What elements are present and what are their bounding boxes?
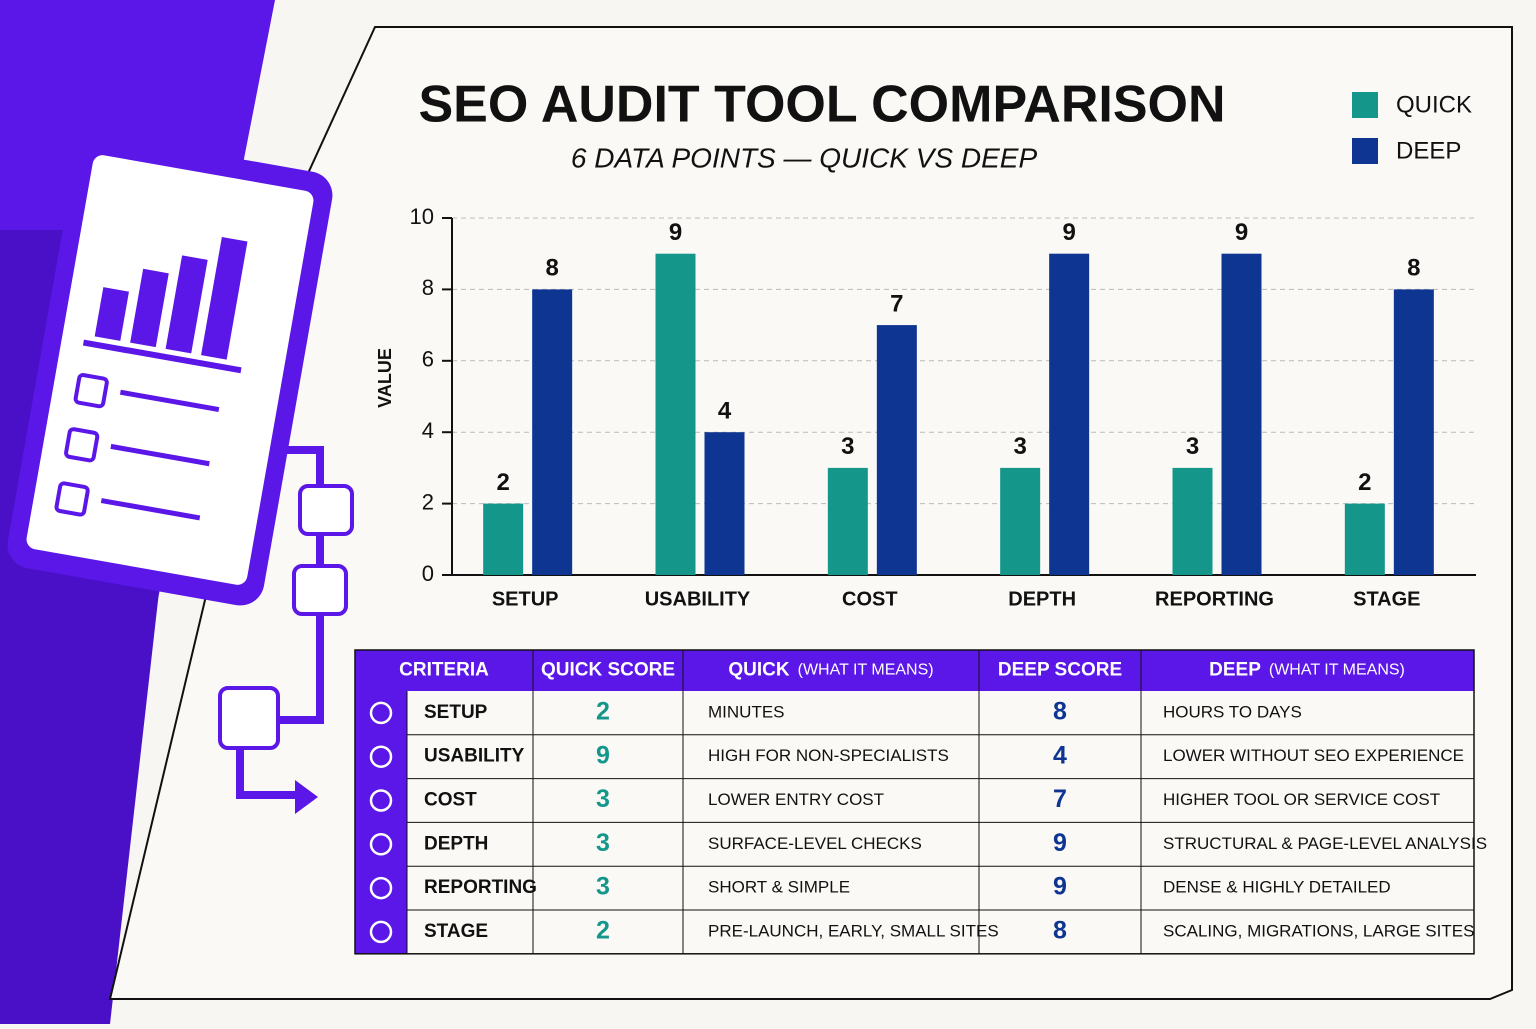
quick-meaning-cell: SURFACE-LEVEL CHECKS	[708, 834, 922, 853]
row-icon	[369, 833, 393, 856]
bar	[1344, 503, 1385, 575]
quick-meaning-cell: LOWER ENTRY COST	[708, 790, 884, 809]
table-border	[354, 649, 1475, 955]
bar	[655, 253, 696, 575]
criteria-cell: USABILITY	[424, 746, 525, 767]
value-label: 9	[1235, 219, 1248, 246]
header-cell: CRITERIA	[399, 660, 489, 681]
row-icon	[369, 701, 393, 725]
bar	[483, 503, 524, 575]
deep-score-cell: 7	[1053, 785, 1067, 813]
quick-score-cell: 3	[596, 785, 610, 813]
quick-meaning-cell: PRE-LAUNCH, EARLY, SMALL SITES	[708, 921, 999, 940]
value-label: 3	[841, 433, 854, 460]
legend-swatch	[1352, 92, 1378, 118]
value-label: 9	[1062, 219, 1075, 246]
header-text: QUICK	[728, 660, 790, 681]
row-icon	[369, 876, 393, 900]
bar	[1049, 253, 1090, 575]
bar	[876, 325, 917, 575]
criteria-cell: STAGE	[424, 921, 488, 942]
row-icon	[369, 920, 393, 944]
row-icon	[369, 745, 393, 768]
deep-meaning-cell: DENSE & HIGHLY DETAILED	[1163, 878, 1391, 897]
quick-score-cell: 2	[596, 698, 610, 726]
deep-meaning-cell: STRUCTURAL & PAGE-LEVEL ANALYSIS	[1163, 834, 1487, 853]
criteria-cell: COST	[424, 790, 477, 811]
chart-subtitle: 6 DATA POINTS — QUICK VS DEEP	[571, 142, 1038, 173]
x-tick-label: COST	[842, 588, 898, 610]
quick-score-cell: 9	[596, 741, 610, 769]
legend-label: DEEP	[1396, 137, 1461, 164]
legend-label: QUICK	[1396, 91, 1472, 118]
quick-score-cell: 3	[596, 829, 610, 857]
bar	[1000, 467, 1041, 575]
bar	[827, 467, 868, 575]
quick-score-cell: 3	[596, 873, 610, 901]
y-tick-label: 8	[422, 275, 434, 300]
deep-meaning-cell: HOURS TO DAYS	[1163, 702, 1302, 721]
quick-meaning-cell: HIGH FOR NON-SPECIALISTS	[708, 746, 949, 765]
value-label: 7	[890, 290, 903, 317]
deep-score-cell: 9	[1053, 873, 1067, 901]
header-cell: DEEP (WHAT IT MEANS)	[1209, 660, 1405, 681]
criteria-cell: REPORTING	[424, 877, 537, 898]
y-axis-label: VALUE	[375, 348, 395, 408]
quick-meaning-cell: MINUTES	[708, 702, 785, 721]
value-label: 8	[1407, 255, 1420, 282]
icon-column	[355, 691, 407, 954]
row-icon	[369, 789, 393, 812]
criteria-cell: SETUP	[424, 702, 488, 723]
legend-swatch	[1352, 138, 1378, 164]
bar	[1393, 289, 1434, 575]
y-tick-label: 6	[422, 347, 434, 372]
header-cell: DEEP SCORE	[998, 660, 1122, 681]
deep-meaning-cell: LOWER WITHOUT SEO EXPERIENCE	[1163, 746, 1464, 765]
value-label: 3	[1186, 433, 1199, 460]
deep-meaning-cell: HIGHER TOOL OR SERVICE COST	[1163, 790, 1440, 809]
deep-score-cell: 4	[1053, 741, 1067, 769]
deep-meaning-cell: SCALING, MIGRATIONS, LARGE SITES	[1163, 921, 1474, 940]
x-tick-label: DEPTH	[1008, 588, 1076, 610]
value-label: 9	[669, 219, 682, 246]
table-header	[355, 650, 1474, 691]
x-tick-label: REPORTING	[1155, 588, 1274, 610]
y-tick-label: 2	[422, 489, 434, 514]
tablet-illustration	[7, 134, 354, 814]
bar	[704, 432, 745, 575]
deep-score-cell: 9	[1053, 829, 1067, 857]
deep-score-cell: 8	[1053, 917, 1067, 945]
chart-title: SEO AUDIT TOOL COMPARISON	[418, 76, 1225, 134]
x-tick-label: SETUP	[492, 588, 559, 610]
quick-meaning-cell: SHORT & SIMPLE	[708, 878, 850, 897]
bar	[1221, 253, 1262, 575]
value-label: 4	[718, 398, 732, 425]
value-label: 8	[545, 255, 558, 282]
header-text: DEEP	[1209, 660, 1261, 681]
criteria-cell: DEPTH	[424, 833, 488, 854]
bar	[532, 289, 573, 575]
value-label: 2	[496, 469, 509, 496]
y-tick-label: 10	[410, 204, 434, 229]
header-cell: QUICK (WHAT IT MEANS)	[728, 660, 933, 681]
header-cell: QUICK SCORE	[541, 660, 675, 681]
y-tick-label: 0	[422, 561, 434, 586]
value-label: 2	[1358, 469, 1371, 496]
header-subtext: (WHAT IT MEANS)	[1269, 662, 1405, 679]
deep-score-cell: 8	[1053, 698, 1067, 726]
y-tick-label: 4	[422, 418, 434, 443]
header-subtext: (WHAT IT MEANS)	[798, 662, 934, 679]
value-label: 3	[1013, 433, 1026, 460]
bar	[1172, 467, 1213, 575]
x-tick-label: STAGE	[1353, 588, 1420, 610]
x-tick-label: USABILITY	[645, 588, 751, 610]
quick-score-cell: 2	[596, 917, 610, 945]
